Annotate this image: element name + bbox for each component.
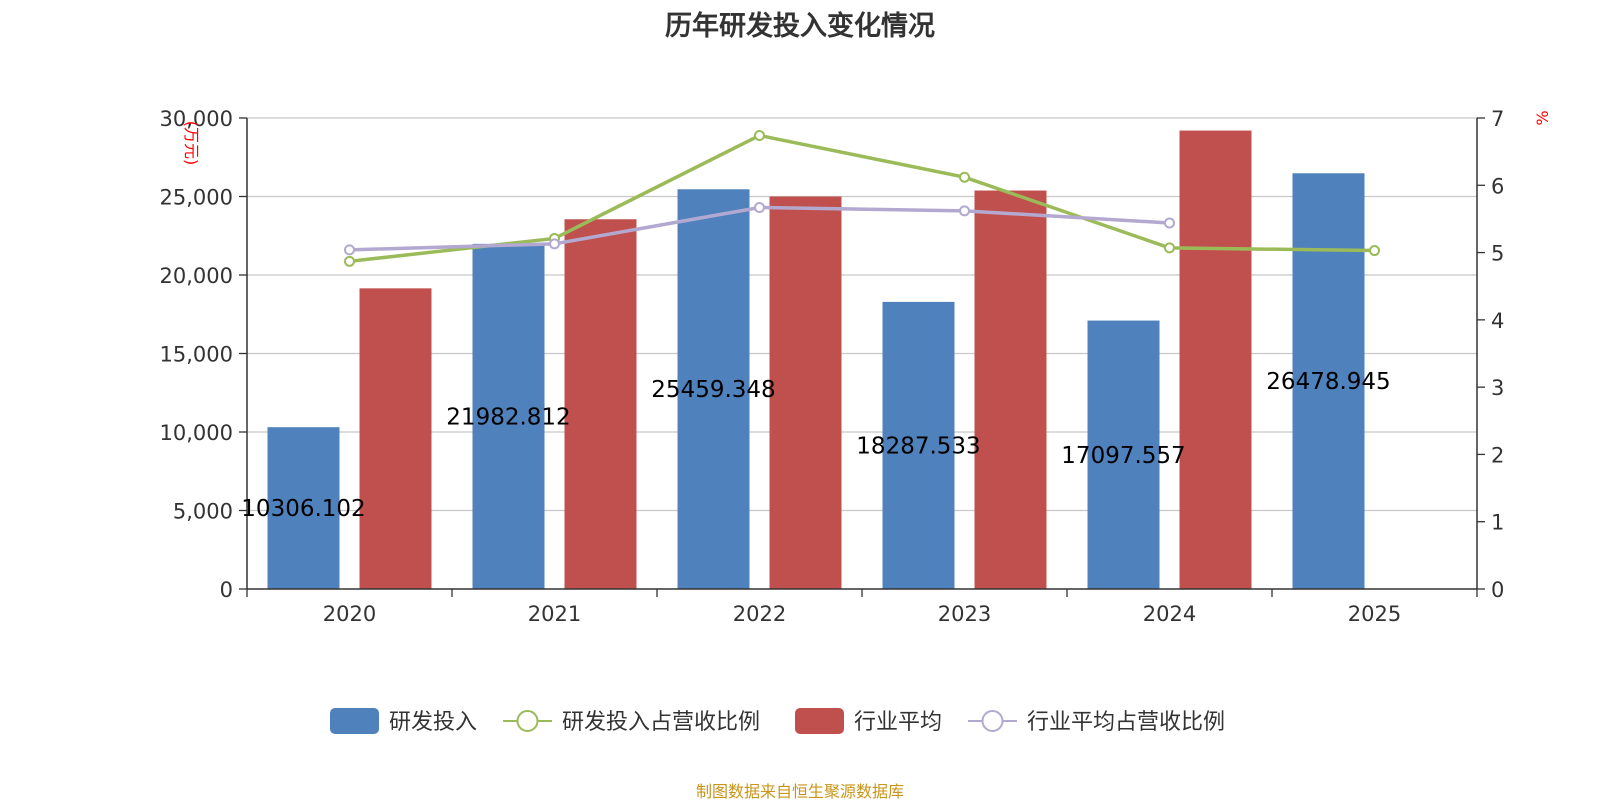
- legend-swatch-bar: [795, 708, 844, 734]
- x-axis-tick-label: 2024: [1143, 602, 1196, 626]
- series-point-1: [754, 201, 765, 213]
- right-axis-tick-label: 0: [1491, 578, 1504, 602]
- legend[interactable]: 研发投入 研发投入占营收比例 行业平均 行业平均占营收比例: [330, 708, 1225, 735]
- legend-label: 行业平均: [854, 710, 942, 735]
- right-axis-tick-label: 6: [1491, 174, 1504, 198]
- bar-industry-2024: [1179, 130, 1252, 589]
- legend-label: 研发投入: [389, 710, 477, 735]
- series-point-0: [754, 129, 765, 141]
- data-label-rd-2021: 21982.812: [446, 404, 570, 430]
- data-label-rd-2020: 10306.102: [241, 496, 365, 522]
- right-axis-tick-label: 4: [1491, 309, 1504, 333]
- series-point-0: [344, 255, 355, 267]
- data-label-rd-2023: 18287.533: [856, 433, 980, 459]
- left-axis-tick-label: 5,000: [173, 500, 233, 524]
- bar-industry-2023: [974, 190, 1047, 589]
- series-point-0: [1369, 245, 1380, 257]
- grid-lines: [247, 117, 1477, 512]
- axes: 0 5,000 10,000 15,000 20,000 25,000 30,000 0 1 2 3…: [160, 107, 1552, 626]
- bar-rd-2023: [882, 301, 955, 589]
- right-axis-tick-label: 3: [1491, 376, 1504, 400]
- bar-industry-2022: [769, 196, 842, 589]
- left-axis-tick-label: 20,000: [160, 264, 233, 288]
- source-note: 制图数据来自恒生聚源数据库: [695, 782, 904, 801]
- chart-title: 历年研发投入变化情况: [665, 11, 935, 42]
- legend-label: 行业平均占营收比例: [1027, 710, 1225, 735]
- x-axis-tick-label: 2023: [938, 602, 991, 626]
- legend-label: 研发投入占营收比例: [562, 710, 760, 735]
- x-axis-tick-label: 2020: [323, 602, 376, 626]
- bar-rd-2022: [677, 189, 750, 589]
- series-line-0: [349, 133, 1375, 264]
- data-labels: 10306.102 21982.812 25459.348 18287.533 1709…: [241, 369, 1390, 522]
- legend-swatch-marker: [981, 710, 1004, 732]
- legend-swatch-marker: [516, 710, 539, 732]
- lines: [344, 129, 1380, 267]
- bar-rd-2021: [472, 243, 545, 589]
- series-point-1: [549, 238, 560, 250]
- left-axis-tick-label: 10,000: [160, 421, 233, 445]
- bar-industry-2020: [359, 288, 432, 589]
- bar-rd-2025: [1292, 173, 1365, 589]
- bar-industry-2021: [564, 219, 637, 589]
- x-axis-tick-label: 2021: [528, 602, 581, 626]
- right-axis-tick-label: 7: [1491, 107, 1504, 131]
- right-axis-tick-label: 2: [1491, 443, 1504, 467]
- left-axis-unit: (万元): [182, 121, 201, 166]
- data-label-rd-2022: 25459.348: [651, 377, 775, 403]
- data-label-rd-2025: 26478.945: [1266, 369, 1390, 395]
- right-axis-unit: %: [1533, 110, 1552, 125]
- legend-swatch-bar: [330, 708, 379, 734]
- series-point-0: [1164, 242, 1175, 254]
- series-point-1: [1164, 217, 1175, 229]
- bars: [267, 130, 1365, 589]
- data-label-rd-2024: 17097.557: [1061, 443, 1185, 469]
- right-axis-tick-label: 1: [1491, 511, 1504, 535]
- right-axis-tick-label: 5: [1491, 242, 1504, 266]
- series-point-1: [344, 244, 355, 256]
- left-axis-tick-label: 30,000: [160, 107, 233, 131]
- bar-rd-2024: [1087, 320, 1160, 589]
- bar-rd-2020: [267, 427, 340, 589]
- x-axis-tick-label: 2022: [733, 602, 786, 626]
- left-axis-tick-label: 15,000: [160, 343, 233, 367]
- left-axis-tick-label: 25,000: [160, 186, 233, 210]
- left-axis-tick-label: 0: [220, 578, 233, 602]
- series-point-1: [959, 205, 970, 217]
- x-axis-tick-label: 2025: [1348, 602, 1401, 626]
- series-point-0: [959, 171, 970, 183]
